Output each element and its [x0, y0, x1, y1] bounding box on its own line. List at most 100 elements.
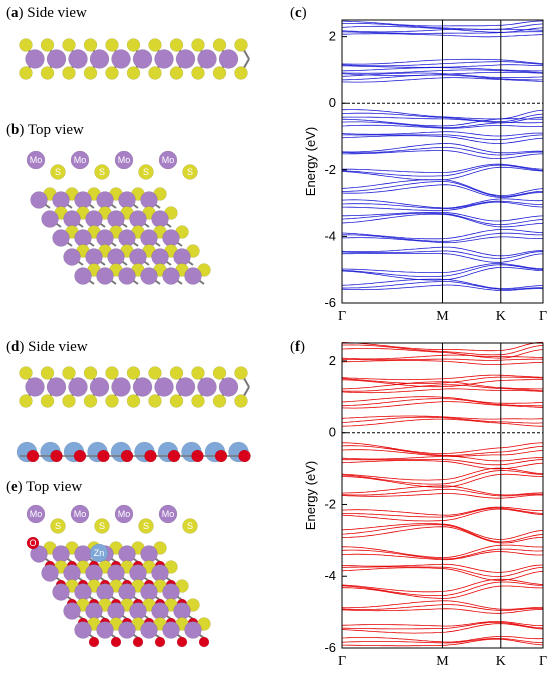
x-tick-label: K [496, 654, 506, 669]
mo-atom [114, 504, 134, 524]
y-tick-label: -6 [324, 295, 336, 310]
chart-c: 2 0 -2 -4 -6 Energy (eV) Γ M K Γ [303, 19, 547, 324]
o-atom [132, 636, 144, 648]
mo-atom [154, 377, 174, 397]
y-tick-label: -2 [324, 162, 336, 177]
mo-atom [74, 267, 92, 285]
panel-d-letter: d [11, 339, 20, 355]
o-atom [50, 449, 63, 463]
mo-atom [132, 49, 153, 69]
o-atom [26, 536, 40, 550]
mo-atom [30, 545, 48, 563]
y-tick-label: 0 [329, 95, 336, 110]
s-atom [105, 366, 119, 380]
mo-atom [154, 49, 174, 69]
s-atom [191, 38, 205, 52]
atom-label: S [187, 521, 193, 531]
x-tick-label: Γ [338, 654, 346, 669]
s-atom [169, 38, 184, 52]
y-tick-label: -4 [324, 228, 336, 243]
o-atom [154, 636, 166, 648]
atom-label: Mo [118, 509, 131, 519]
s-atom [19, 66, 33, 80]
x-tick-label: Γ [338, 309, 346, 324]
mo-atom [26, 504, 46, 524]
mo-atom [140, 621, 158, 639]
mo-atom [175, 377, 196, 397]
s-atom [148, 366, 162, 380]
x-tick-label: M [436, 654, 449, 669]
o-atom [144, 449, 157, 463]
s-atom [50, 518, 66, 534]
atom-label: Mo [30, 509, 43, 519]
panel-f-label: (f) [290, 339, 305, 355]
panel-e-letter: e [11, 479, 18, 495]
atom-label: Mo [74, 509, 87, 519]
panel-a-label: (a) Side view [6, 5, 87, 21]
mo-atom [46, 49, 67, 69]
mo-atom [63, 248, 81, 266]
panel-c-letter: c [295, 5, 302, 21]
mo-atom [25, 377, 45, 397]
s-atom [83, 66, 98, 80]
mo-atom [184, 267, 202, 285]
o-atom [238, 449, 251, 463]
mo-atom [175, 49, 196, 69]
panel-d-label: (d) Side view [6, 339, 88, 355]
atom-label: S [187, 167, 193, 177]
o-atom [191, 449, 204, 463]
s-atom [126, 38, 141, 52]
s-atom [40, 66, 55, 80]
s-atom [191, 66, 205, 80]
o-atom [73, 449, 87, 463]
atom-label: Zn [94, 548, 105, 558]
panel-b-letter: b [11, 122, 20, 138]
x-tick-label: Γ [539, 309, 547, 324]
s-atom [62, 394, 76, 408]
atom-label: S [99, 167, 105, 177]
mo-atom [111, 377, 131, 397]
mo-atom [197, 49, 217, 69]
panel-b-label: (b) Top view [6, 122, 84, 138]
mo-atom [46, 377, 67, 397]
s-atom [83, 38, 98, 52]
s-atom [182, 164, 198, 180]
mo-atom [197, 377, 217, 397]
s-atom [105, 66, 119, 80]
s-atom [138, 164, 154, 180]
mo-atom [96, 267, 114, 285]
atom-label: S [55, 167, 61, 177]
mo-atom [52, 229, 70, 247]
chart-f: 2 0 -2 -4 -6 Energy (eV) Γ M K Γ [303, 341, 547, 669]
y-tick-label: -4 [324, 568, 336, 583]
panel-f-letter: f [295, 339, 300, 355]
mo-atom [89, 49, 110, 69]
atom-label: Mo [74, 155, 87, 165]
s-atom [40, 38, 55, 52]
mo-atom [218, 377, 239, 397]
s-atom [148, 38, 162, 52]
atom-label: Mo [30, 155, 43, 165]
s-atom [234, 394, 248, 408]
s-atom [62, 38, 76, 52]
s-atom [105, 394, 119, 408]
s-atom [234, 38, 248, 52]
mo-atom [114, 150, 134, 170]
mo-atom [162, 267, 180, 285]
mo-atom [96, 621, 114, 639]
o-atom [167, 449, 181, 463]
atom-label: O [29, 538, 36, 548]
o-atom [26, 449, 40, 463]
mo-atom [25, 49, 45, 69]
mo-atom [68, 49, 88, 69]
o-atom [110, 636, 122, 648]
s-atom [182, 518, 198, 534]
o-atom [88, 636, 100, 648]
atom-label: S [143, 167, 149, 177]
s-atom [19, 394, 33, 408]
s-atom [50, 164, 66, 180]
s-atom [138, 518, 154, 534]
atom-label: Mo [162, 509, 175, 519]
